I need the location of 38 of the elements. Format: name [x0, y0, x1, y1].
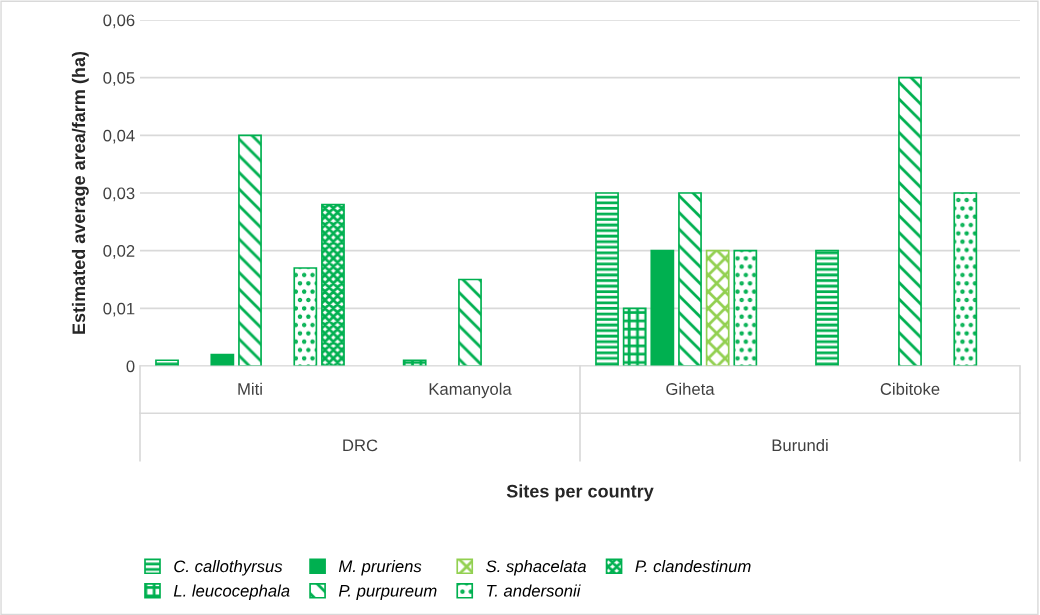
bar	[898, 76, 922, 366]
y-tick-label: 0,04	[103, 129, 135, 144]
bar	[210, 353, 235, 366]
legend-label: M. pruriens	[338, 560, 422, 576]
bar	[238, 134, 262, 366]
x-tick-label: Giheta	[666, 382, 715, 395]
y-tick-label: 0,01	[103, 302, 135, 317]
bar	[622, 307, 647, 366]
x-tick-label: Miti	[238, 382, 262, 395]
x-axis-title: Sites per country	[506, 484, 654, 502]
legend-label: P. clandestinum	[635, 560, 751, 573]
bar	[678, 192, 702, 366]
y-tick-label: 0,05	[103, 72, 135, 86]
bar	[650, 249, 675, 366]
bar	[705, 249, 730, 366]
bar	[402, 359, 427, 366]
y-tick-label: 0	[126, 360, 135, 373]
bar	[815, 249, 839, 366]
bar	[458, 278, 482, 366]
bar	[155, 359, 179, 366]
y-tick-label: 0,03	[103, 187, 135, 202]
legend-label: C. callothyrsus	[174, 560, 283, 576]
legend-label: P. purpureum	[338, 585, 437, 600]
legend-label: L. leucocephala	[173, 584, 290, 600]
x-tick-label: Kamanyola	[429, 382, 512, 399]
bar	[953, 192, 978, 366]
y-axis-title: Estimated average area/farm (ha)	[71, 51, 89, 334]
legend-label: T. andersonii	[487, 584, 581, 597]
bar	[595, 192, 619, 366]
x-tick-label: Cibitoke	[880, 382, 940, 395]
bar	[293, 267, 318, 366]
legend-label: S. sphacelata	[486, 560, 586, 576]
bar	[733, 249, 758, 366]
y-tick-label: 0,02	[103, 245, 135, 259]
text: Burundi	[772, 438, 828, 452]
text: DRC	[343, 439, 378, 452]
y-tick-label: 0,06	[103, 14, 135, 29]
bar	[321, 203, 345, 366]
